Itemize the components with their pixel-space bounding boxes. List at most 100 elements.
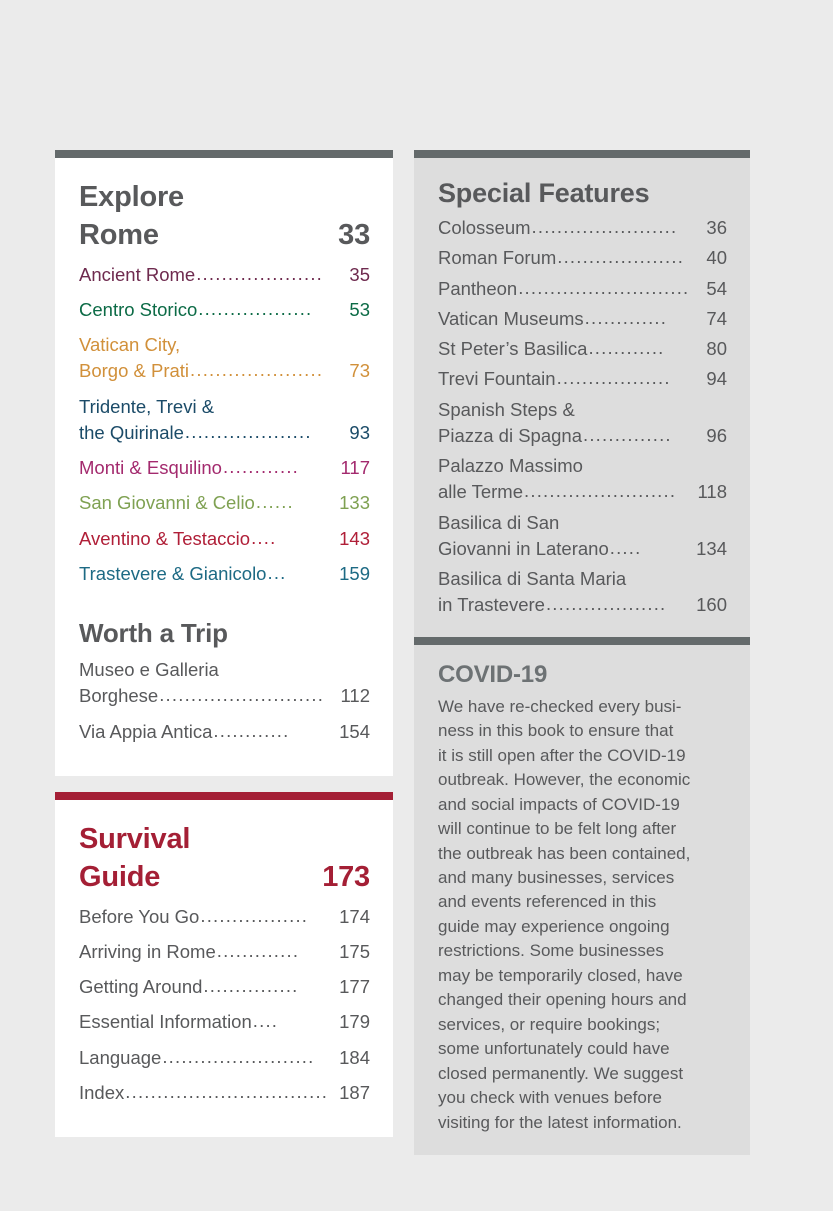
toc-entry[interactable]: Aventino & Testaccio.... 143 — [79, 526, 370, 552]
toc-leader-dots: ........................... — [518, 276, 690, 298]
toc-entry-label-line2: in Trastevere................... 160 — [438, 592, 727, 618]
toc-entry[interactable]: Museo e Galleria Borghese................… — [79, 657, 370, 710]
toc-leader-dots: .................. — [556, 367, 671, 389]
toc-page-number: 159 — [339, 562, 370, 584]
toc-entry[interactable]: Basilica di Santa Maria in Trastevere....… — [438, 566, 727, 619]
toc-entry-label-line2: Borgo & Prati..................... 73 — [79, 358, 370, 384]
toc-entry[interactable]: Arriving in Rome............. 175 — [79, 939, 370, 965]
toc-entry-label: alle Terme — [438, 481, 524, 503]
toc-entry[interactable]: Vatican Museums............. 74 — [438, 306, 727, 332]
toc-page-number: 134 — [696, 537, 727, 559]
toc-entry[interactable]: Ancient Rome.................... 35 — [79, 262, 370, 288]
covid-divider-rule — [414, 636, 750, 645]
toc-entry-label: Monti & Esquilino — [79, 457, 222, 479]
toc-entry[interactable]: Essential Information.... 179 — [79, 1009, 370, 1035]
toc-entry-label-line2: Borghese.......................... 112 — [79, 683, 370, 709]
worth-a-trip-title: Worth a Trip — [79, 618, 228, 649]
toc-page-number: 117 — [340, 457, 371, 479]
toc-entry-label-line2: alle Terme........................ 118 — [438, 479, 727, 505]
toc-entry[interactable]: Via Appia Antica............ 154 — [79, 719, 370, 745]
toc-entry[interactable]: Pantheon........................... 54 — [438, 276, 727, 302]
survival-guide-panel: Survival Guide 173 Before You Go........… — [55, 791, 393, 1138]
survival-title: Survival Guide — [79, 822, 191, 894]
toc-entry-label-line1: Basilica di San — [438, 511, 560, 533]
toc-leader-dots: ... — [267, 561, 287, 583]
toc-leader-dots: .............. — [583, 423, 672, 445]
toc-leader-dots: .................... — [184, 420, 312, 442]
toc-entry-label: in Trastevere — [438, 594, 545, 616]
toc-entry[interactable]: San Giovanni & Celio...... 133 — [79, 490, 370, 516]
toc-entry-label: Via Appia Antica — [79, 720, 213, 742]
explore-heading: Explore Rome 33 — [79, 178, 370, 255]
toc-entry-label-line1: Basilica di Santa Maria — [438, 568, 627, 590]
toc-entry-label: Arriving in Rome — [79, 940, 216, 962]
explore-top-rule — [55, 150, 393, 158]
toc-entry-label-line1: Museo e Galleria — [79, 659, 219, 681]
toc-entry[interactable]: St Peter’s Basilica............ 80 — [438, 336, 727, 362]
toc-page-number: 36 — [706, 217, 727, 238]
toc-entry[interactable]: Trevi Fountain.................. 94 — [438, 366, 727, 392]
toc-leader-dots: ............. — [216, 939, 300, 961]
toc-leader-dots: ................................ — [125, 1080, 329, 1102]
toc-page-number: 143 — [339, 527, 370, 549]
toc-entry-label: Language — [79, 1046, 162, 1068]
toc-entry[interactable]: Palazzo Massimo alle Terme...............… — [438, 453, 727, 506]
toc-entry[interactable]: Getting Around............... 177 — [79, 974, 370, 1000]
toc-entry[interactable]: Tridente, Trevi & the Quirinale..........… — [79, 394, 370, 447]
toc-leader-dots: .... — [252, 1010, 279, 1032]
toc-entry[interactable]: Before You Go................. 174 — [79, 904, 370, 930]
toc-page-number: 154 — [339, 720, 370, 742]
toc-entry[interactable]: Trastevere & Gianicolo... 159 — [79, 561, 370, 587]
toc-entry-label: Giovanni in Laterano — [438, 537, 609, 559]
toc-leader-dots: .......................... — [159, 684, 325, 706]
toc-entry-label-line1: Tridente, Trevi & — [79, 395, 215, 417]
explore-page-number: 33 — [338, 219, 370, 252]
toc-page-number: 118 — [697, 481, 728, 503]
toc-entry[interactable]: Monti & Esquilino............ 117 — [79, 455, 370, 481]
toc-entry[interactable]: Spanish Steps & Piazza di Spagna.........… — [438, 397, 727, 450]
toc-entry-label: Borghese — [79, 685, 159, 707]
toc-page-number: 94 — [706, 368, 727, 390]
toc-entry-label: the Quirinale — [79, 421, 184, 443]
toc-entry-label: Ancient Rome — [79, 263, 196, 285]
toc-entry[interactable]: Vatican City, Borgo & Prati..............… — [79, 332, 370, 385]
toc-page-number: 96 — [706, 424, 727, 446]
toc-leader-dots: .................... — [557, 246, 685, 268]
toc-entry-label: Aventino & Testaccio — [79, 527, 251, 549]
toc-leader-dots: ........................ — [162, 1045, 315, 1067]
toc-entry-label: Piazza di Spagna — [438, 424, 582, 446]
toc-entry[interactable]: Basilica di San Giovanni in Laterano.....… — [438, 510, 727, 563]
toc-entry-label: Trastevere & Gianicolo — [79, 562, 267, 584]
covid-title: COVID-19 — [438, 660, 548, 688]
toc-page-number: 160 — [696, 594, 727, 616]
toc-entry[interactable]: Index................................ 187 — [79, 1080, 370, 1106]
toc-page-number: 175 — [339, 940, 370, 962]
toc-entry-label: Pantheon — [438, 277, 518, 299]
toc-entry[interactable]: Colosseum....................... 36 — [438, 215, 727, 241]
toc-entry[interactable]: Centro Storico.................. 53 — [79, 297, 370, 323]
survival-page-number: 173 — [322, 861, 370, 894]
toc-entry[interactable]: Roman Forum.................... 40 — [438, 245, 727, 271]
toc-page-number: 40 — [706, 247, 727, 269]
toc-page-number: 73 — [349, 360, 370, 382]
right-panel: Special Features Colosseum..............… — [414, 150, 750, 1156]
toc-page-number: 179 — [339, 1011, 370, 1033]
toc-entry-label-line2: the Quirinale.................... 93 — [79, 420, 370, 446]
toc-leader-dots: ............ — [588, 337, 665, 359]
toc-entry-label: Colosseum — [438, 217, 531, 238]
toc-page-number: 53 — [349, 298, 370, 320]
toc-entry-label: San Giovanni & Celio — [79, 492, 255, 514]
toc-entry[interactable]: Language........................ 184 — [79, 1045, 370, 1071]
special-features-title: Special Features — [438, 178, 650, 208]
toc-entry-label: Essential Information — [79, 1011, 252, 1033]
right-column: Special Features Colosseum..............… — [414, 150, 750, 1156]
toc-leader-dots: .................. — [198, 297, 313, 319]
toc-page-number: 174 — [339, 905, 370, 927]
toc-entry-label-line2: Piazza di Spagna.............. 96 — [438, 423, 727, 449]
toc-leader-dots: ............. — [584, 306, 668, 328]
toc-entry-label: Roman Forum — [438, 247, 557, 269]
toc-page-number: 74 — [706, 307, 727, 329]
toc-leader-dots: ............ — [222, 456, 300, 478]
toc-leader-dots: ............ — [213, 719, 290, 741]
